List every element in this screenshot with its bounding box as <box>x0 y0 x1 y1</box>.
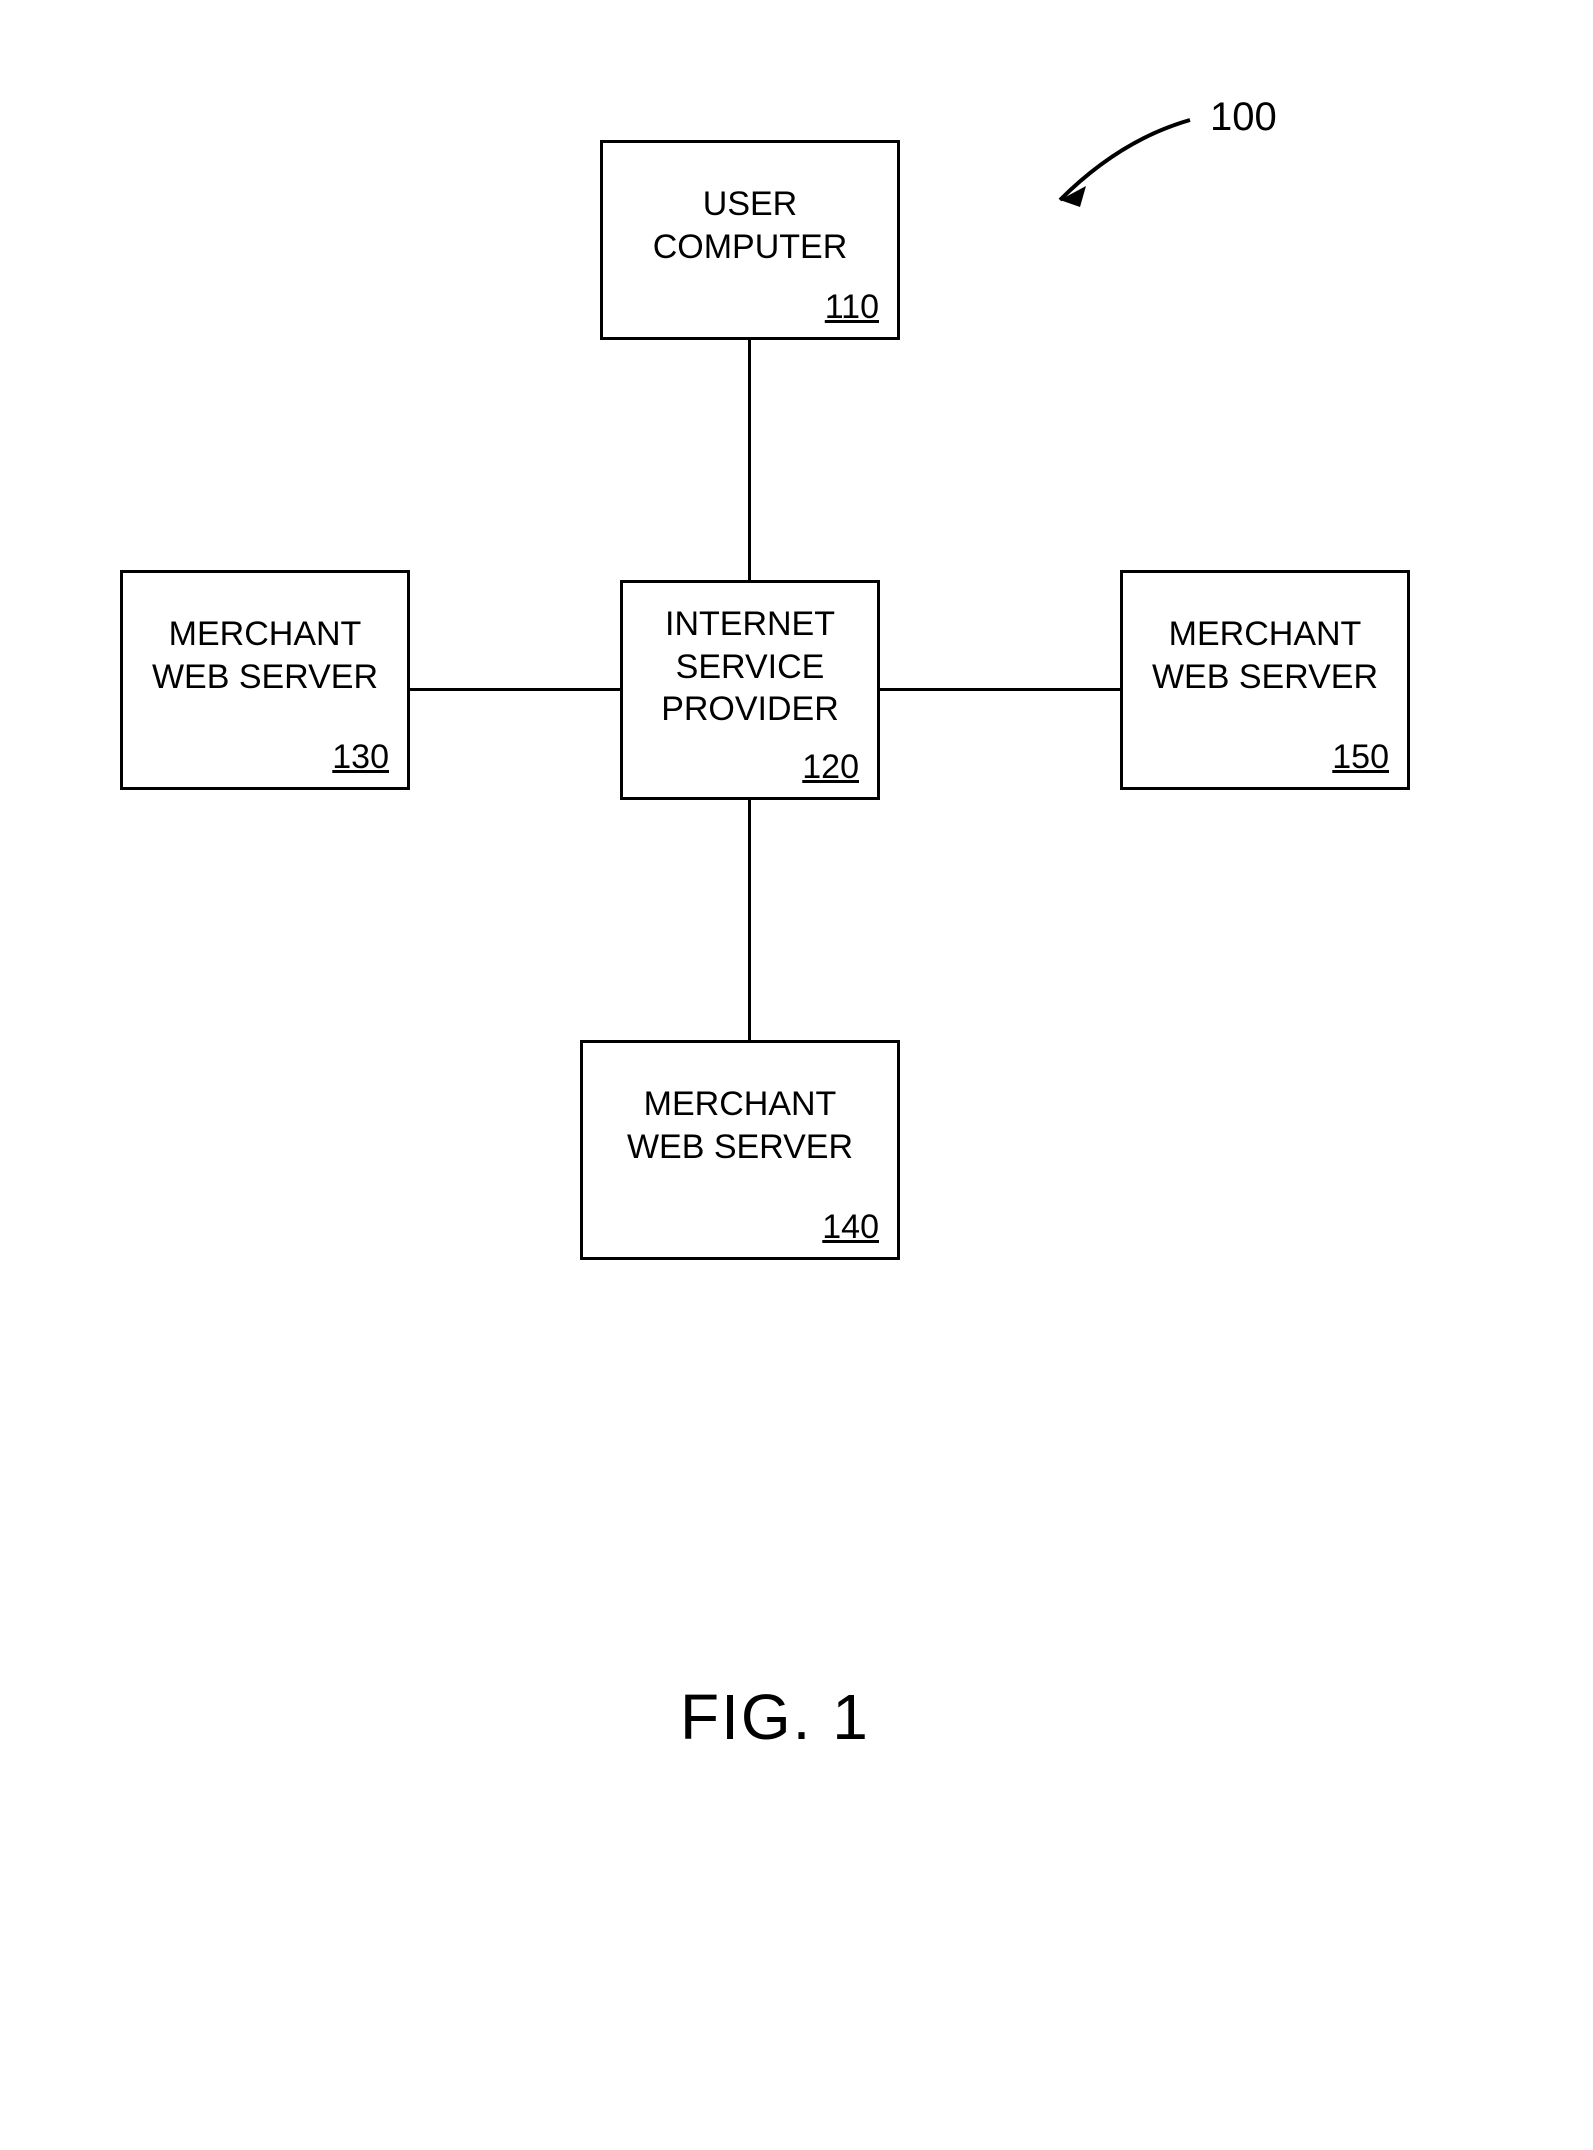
node-label: MERCHANT WEB SERVER <box>1123 613 1407 698</box>
node-label: MERCHANT WEB SERVER <box>583 1083 897 1168</box>
node-merchant-bottom: MERCHANT WEB SERVER 140 <box>580 1040 900 1260</box>
edge-isp-to-right <box>880 688 1120 691</box>
node-merchant-right: MERCHANT WEB SERVER 150 <box>1120 570 1410 790</box>
node-refnum: 150 <box>1332 738 1389 777</box>
figure-label: FIG. 1 <box>680 1680 870 1754</box>
node-refnum: 120 <box>802 748 859 787</box>
node-refnum: 140 <box>822 1208 879 1247</box>
node-refnum: 130 <box>332 738 389 777</box>
edge-isp-to-bottom <box>748 800 751 1040</box>
pointer-arrow-icon <box>0 0 1593 400</box>
node-label: MERCHANT WEB SERVER <box>123 613 407 698</box>
node-label: INTERNET SERVICE PROVIDER <box>623 603 877 731</box>
pointer-curve <box>1060 120 1190 200</box>
node-merchant-left: MERCHANT WEB SERVER 130 <box>120 570 410 790</box>
node-isp: INTERNET SERVICE PROVIDER 120 <box>620 580 880 800</box>
edge-left-to-isp <box>410 688 620 691</box>
diagram-canvas: USER COMPUTER 110 INTERNET SERVICE PROVI… <box>0 0 1593 2150</box>
